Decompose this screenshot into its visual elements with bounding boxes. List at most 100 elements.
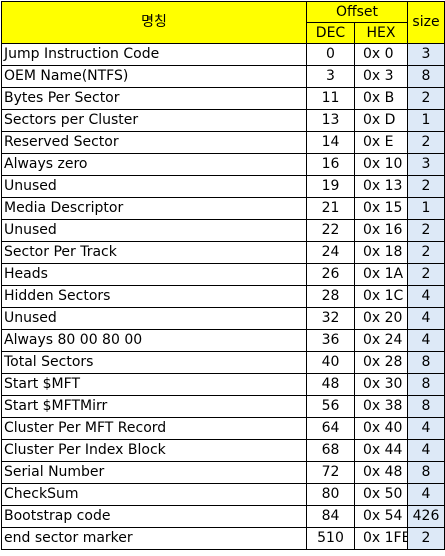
cell-dec: 19 <box>306 175 355 198</box>
cell-size: 8 <box>407 461 445 484</box>
table-row: Cluster Per MFT Record 64 0x 40 4 <box>1 417 445 440</box>
cell-hex: 0x 15 <box>354 197 408 220</box>
cell-size: 2 <box>407 175 445 198</box>
cell-hex: 0x 0 <box>354 43 408 66</box>
cell-dec: 16 <box>306 153 355 176</box>
cell-dec: 84 <box>306 505 355 528</box>
cell-size: 2 <box>407 263 445 286</box>
table-body: Jump Instruction Code 0 0x 0 3 OEM Name(NTFS… <box>1 43 445 550</box>
table-row: CheckSum 80 0x 50 4 <box>1 483 445 506</box>
cell-dec: 48 <box>306 373 355 396</box>
cell-hex: 0x 44 <box>354 439 408 462</box>
cell-hex: 0x D <box>354 109 408 132</box>
cell-hex: 0x 20 <box>354 307 408 330</box>
header-dec: DEC <box>306 22 355 44</box>
table-row: Serial Number 72 0x 48 8 <box>1 461 445 484</box>
cell-name: Unused <box>1 307 307 330</box>
table-row: Total Sectors 40 0x 28 8 <box>1 351 445 374</box>
cell-hex: 0x 16 <box>354 219 408 242</box>
cell-dec: 14 <box>306 131 355 154</box>
table-row: Bootstrap code 84 0x 54 426 <box>1 505 445 528</box>
cell-hex: 0x 1FE <box>354 527 408 550</box>
cell-name: end sector marker <box>1 527 307 550</box>
cell-hex: 0x 28 <box>354 351 408 374</box>
cell-dec: 11 <box>306 87 355 110</box>
cell-size: 4 <box>407 417 445 440</box>
cell-hex: 0x 24 <box>354 329 408 352</box>
table-row: Unused 32 0x 20 4 <box>1 307 445 330</box>
cell-name: Jump Instruction Code <box>1 43 307 66</box>
cell-name: Cluster Per MFT Record <box>1 417 307 440</box>
table-row: Sector Per Track 24 0x 18 2 <box>1 241 445 264</box>
cell-name: Total Sectors <box>1 351 307 374</box>
cell-size: 3 <box>407 153 445 176</box>
cell-dec: 22 <box>306 219 355 242</box>
cell-size: 8 <box>407 65 445 88</box>
header-size: size <box>407 1 445 44</box>
cell-dec: 80 <box>306 483 355 506</box>
table-row: Heads 26 0x 1A 2 <box>1 263 445 286</box>
cell-hex: 0x 30 <box>354 373 408 396</box>
cell-name: Unused <box>1 219 307 242</box>
cell-dec: 56 <box>306 395 355 418</box>
cell-name: Start $MFTMirr <box>1 395 307 418</box>
cell-size: 2 <box>407 527 445 550</box>
cell-size: 8 <box>407 351 445 374</box>
cell-size: 2 <box>407 131 445 154</box>
cell-hex: 0x 13 <box>354 175 408 198</box>
cell-name: Media Descriptor <box>1 197 307 220</box>
cell-hex: 0x E <box>354 131 408 154</box>
cell-name: Cluster Per Index Block <box>1 439 307 462</box>
table-row: Cluster Per Index Block 68 0x 44 4 <box>1 439 445 462</box>
table-row: Start $MFT 48 0x 30 8 <box>1 373 445 396</box>
table-row: Start $MFTMirr 56 0x 38 8 <box>1 395 445 418</box>
header-hex: HEX <box>354 22 408 44</box>
table-row: Unused 19 0x 13 2 <box>1 175 445 198</box>
cell-name: Hidden Sectors <box>1 285 307 308</box>
cell-dec: 64 <box>306 417 355 440</box>
cell-hex: 0x 54 <box>354 505 408 528</box>
cell-name: Always zero <box>1 153 307 176</box>
table-row: Hidden Sectors 28 0x 1C 4 <box>1 285 445 308</box>
table-row: Media Descriptor 21 0x 15 1 <box>1 197 445 220</box>
cell-hex: 0x 40 <box>354 417 408 440</box>
cell-hex: 0x 10 <box>354 153 408 176</box>
cell-dec: 26 <box>306 263 355 286</box>
table-row: Always 80 00 80 00 36 0x 24 4 <box>1 329 445 352</box>
cell-name: Reserved Sector <box>1 131 307 154</box>
cell-size: 2 <box>407 87 445 110</box>
cell-dec: 21 <box>306 197 355 220</box>
cell-name: Serial Number <box>1 461 307 484</box>
cell-dec: 3 <box>306 65 355 88</box>
cell-size: 426 <box>407 505 445 528</box>
cell-size: 2 <box>407 241 445 264</box>
cell-size: 2 <box>407 219 445 242</box>
cell-size: 4 <box>407 483 445 506</box>
cell-size: 8 <box>407 395 445 418</box>
cell-size: 1 <box>407 109 445 132</box>
cell-dec: 0 <box>306 43 355 66</box>
table-row: Unused 22 0x 16 2 <box>1 219 445 242</box>
cell-hex: 0x 50 <box>354 483 408 506</box>
cell-size: 3 <box>407 43 445 66</box>
cell-name: OEM Name(NTFS) <box>1 65 307 88</box>
cell-dec: 510 <box>306 527 355 550</box>
table-row: Always zero 16 0x 10 3 <box>1 153 445 176</box>
cell-name: Bytes Per Sector <box>1 87 307 110</box>
cell-dec: 32 <box>306 307 355 330</box>
cell-name: Heads <box>1 263 307 286</box>
cell-dec: 36 <box>306 329 355 352</box>
cell-dec: 28 <box>306 285 355 308</box>
cell-dec: 72 <box>306 461 355 484</box>
cell-name: CheckSum <box>1 483 307 506</box>
cell-hex: 0x 3 <box>354 65 408 88</box>
cell-hex: 0x 18 <box>354 241 408 264</box>
header-name: 명칭 <box>1 1 307 44</box>
cell-dec: 24 <box>306 241 355 264</box>
cell-size: 1 <box>407 197 445 220</box>
cell-hex: 0x 1C <box>354 285 408 308</box>
